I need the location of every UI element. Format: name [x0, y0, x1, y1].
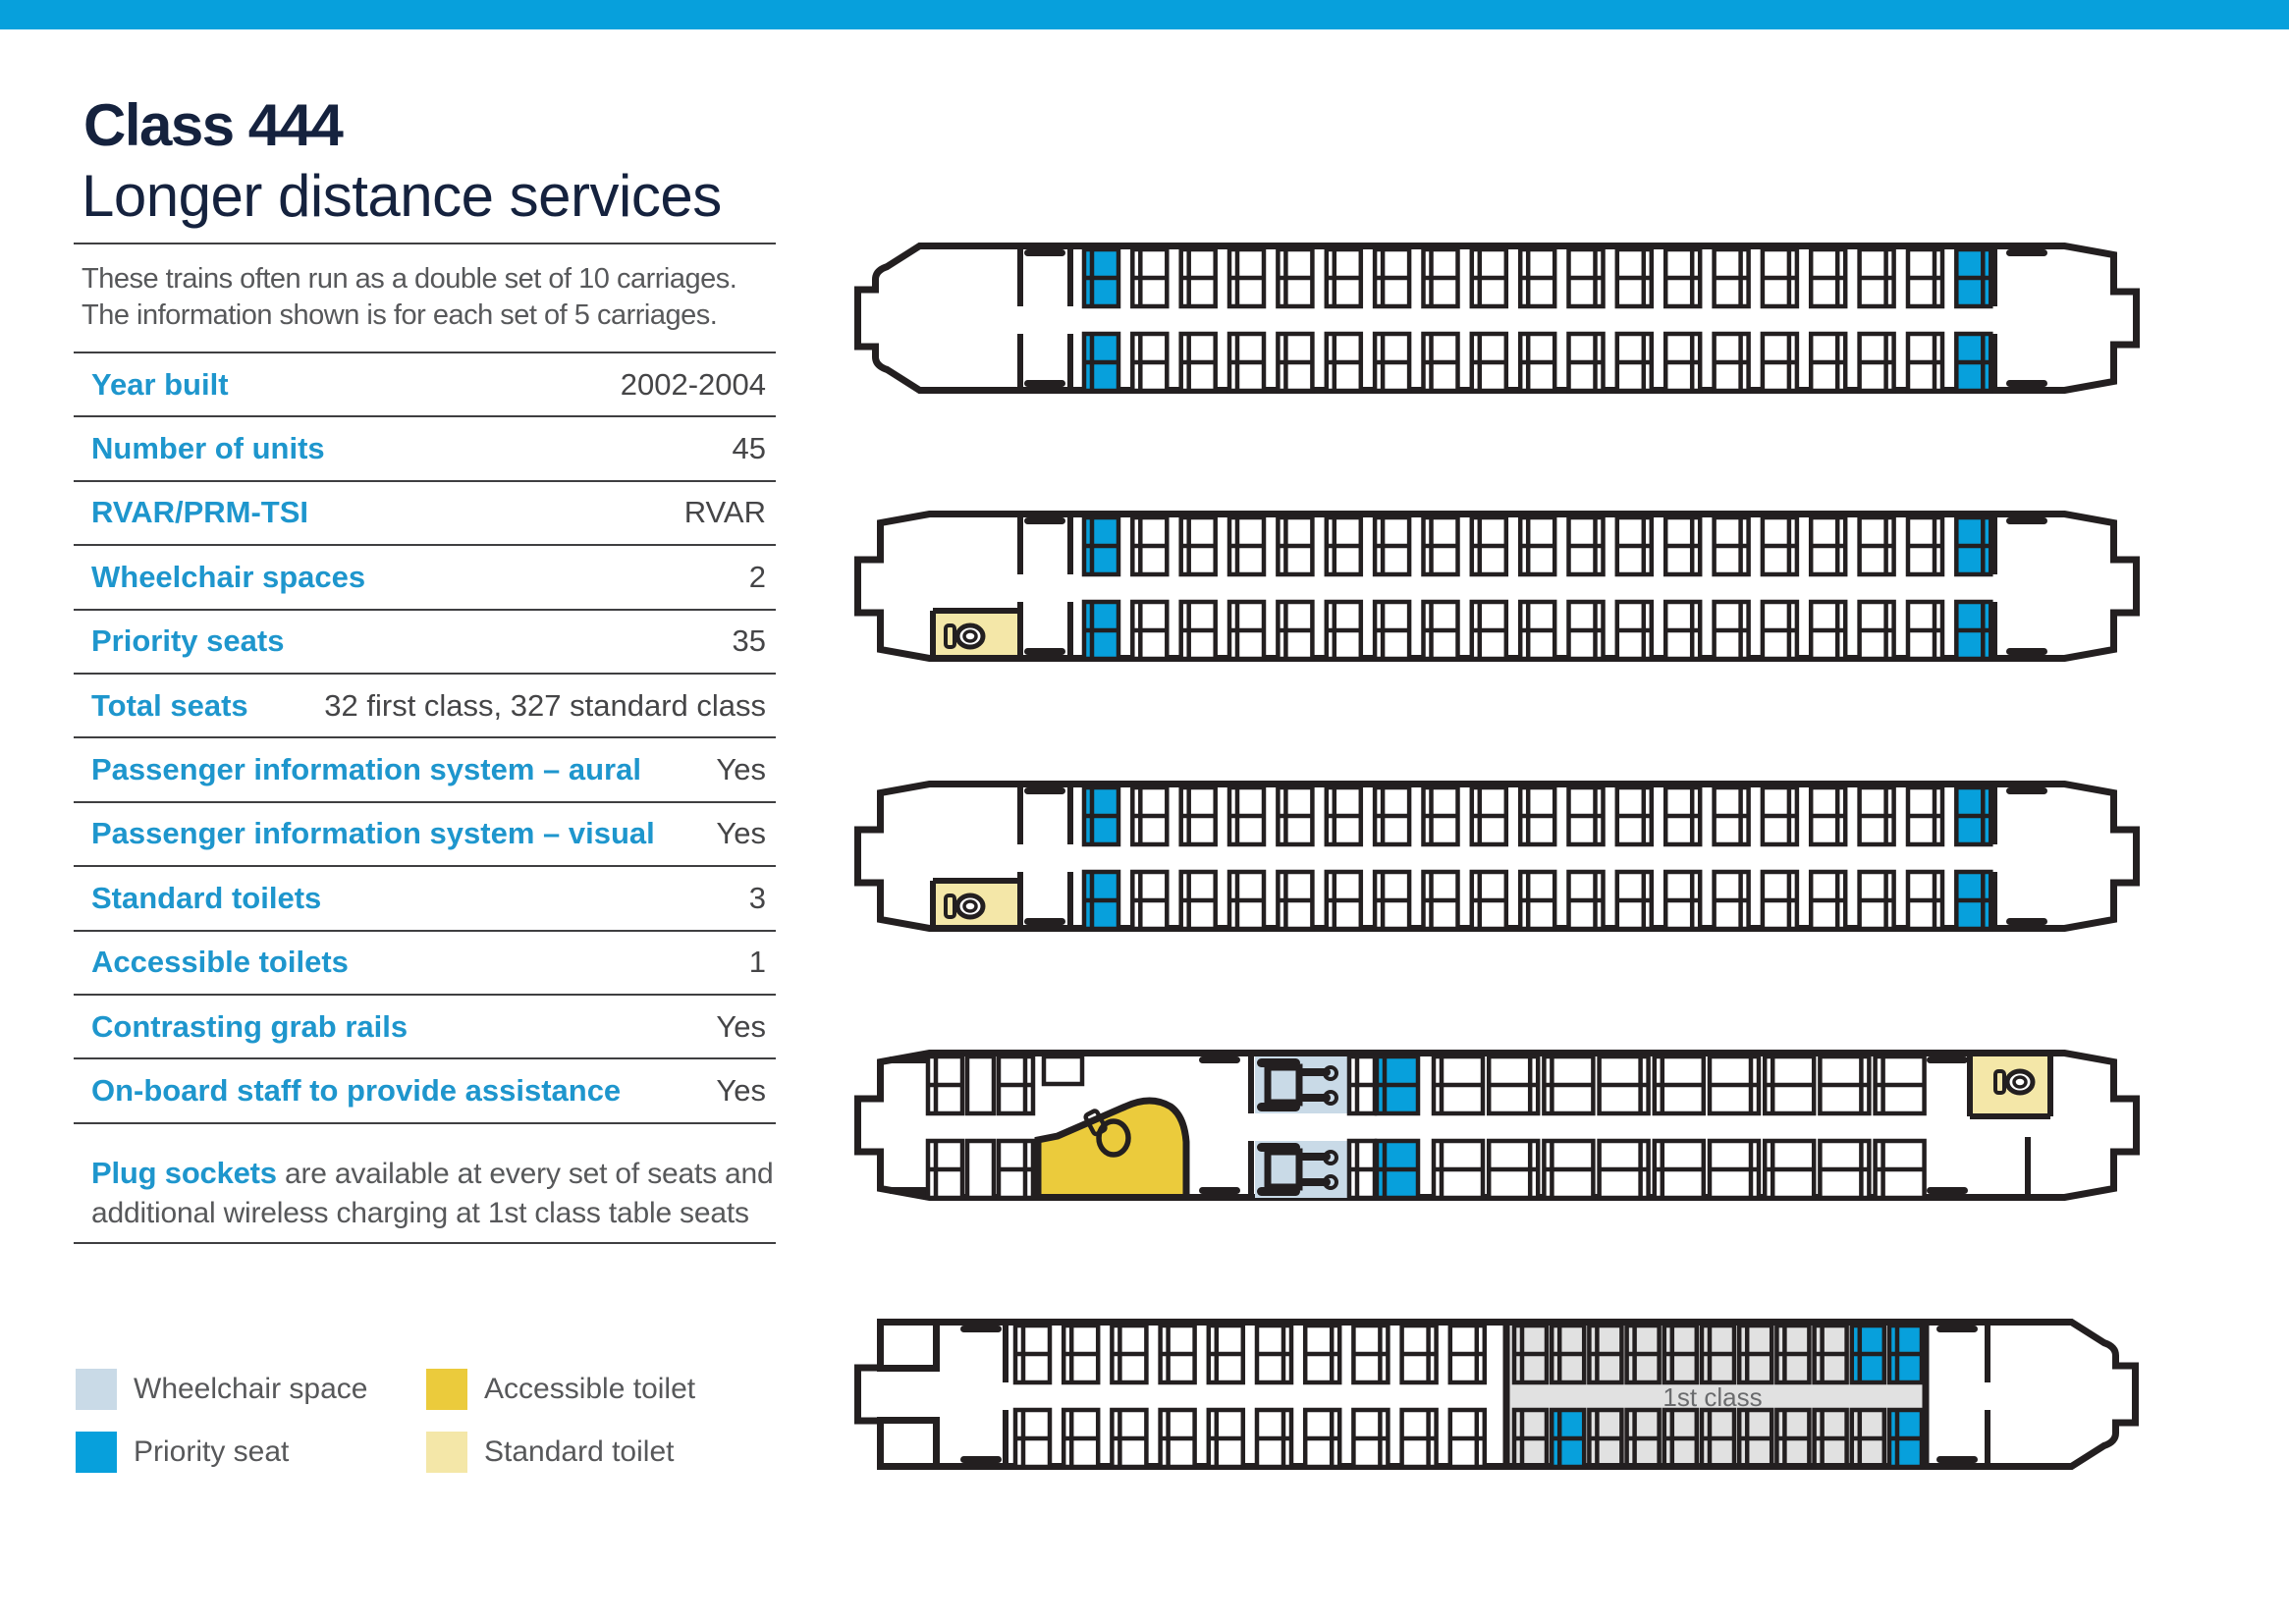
svg-text:1st class: 1st class: [1662, 1382, 1762, 1412]
